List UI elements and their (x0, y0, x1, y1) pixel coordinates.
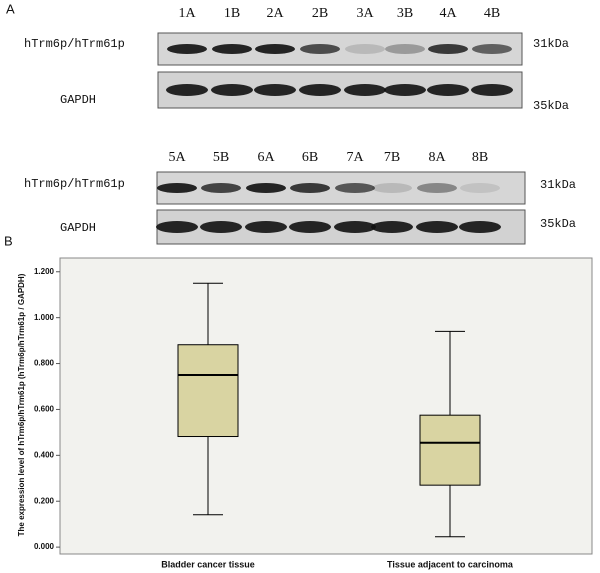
control-band (334, 221, 376, 233)
target-label: hTrm6p/hTrm61p (24, 177, 125, 191)
y-tick-label: 0.400 (34, 450, 55, 459)
control-band (344, 84, 386, 96)
y-tick-label: 0.600 (34, 405, 55, 414)
lane-label: 4B (484, 6, 500, 21)
control-band (299, 84, 341, 96)
target-band (472, 44, 512, 54)
control-band (166, 84, 208, 96)
x-tick-label: Tissue adjacent to carcinoma (387, 559, 514, 569)
target-band (290, 183, 330, 193)
plot-area (59, 257, 593, 555)
lane-label: 3B (397, 6, 413, 21)
target-band (201, 183, 241, 193)
y-axis-title: The expression level of hTrm6p/hTrm61p (… (17, 273, 26, 536)
target-band (417, 183, 457, 193)
kda-label: 35kDa (533, 99, 569, 113)
y-tick-label: 1.000 (34, 313, 55, 322)
target-band (300, 44, 340, 54)
control-band (416, 221, 458, 233)
target-band (212, 44, 252, 54)
control-band (427, 84, 469, 96)
target-band (372, 183, 412, 193)
control-band (471, 84, 513, 96)
target-band (345, 44, 385, 54)
control-band (254, 84, 296, 96)
lane-label: 6A (257, 150, 275, 165)
target-band (246, 183, 286, 193)
control-band (200, 221, 242, 233)
control-band (384, 84, 426, 96)
control-label: GAPDH (60, 93, 96, 107)
lane-label: 1B (224, 6, 240, 21)
lane-label: 2B (312, 6, 328, 21)
control-label: GAPDH (60, 221, 96, 235)
panel-label: B (4, 233, 13, 248)
y-tick-label: 0.000 (34, 542, 55, 551)
control-band (289, 221, 331, 233)
control-band (156, 221, 198, 233)
lane-label: 4A (439, 6, 457, 21)
target-band (428, 44, 468, 54)
control-band (245, 221, 287, 233)
lane-label: 7A (346, 150, 364, 165)
lane-label: 5B (213, 150, 229, 165)
lane-label: 1A (178, 6, 196, 21)
panel-label: A (6, 1, 15, 16)
lane-label: 8A (428, 150, 446, 165)
control-band (211, 84, 253, 96)
kda-label: 31kDa (533, 37, 569, 51)
lane-label: 6B (302, 150, 318, 165)
target-band (255, 44, 295, 54)
box (177, 344, 239, 438)
lane-label: 3A (356, 6, 374, 21)
target-band (385, 44, 425, 54)
kda-label: 31kDa (540, 178, 576, 192)
lane-label: 8B (472, 150, 488, 165)
target-band (335, 183, 375, 193)
y-tick-label: 0.800 (34, 359, 55, 368)
y-tick-label: 1.200 (34, 267, 55, 276)
target-band (157, 183, 197, 193)
target-band (460, 183, 500, 193)
lane-label: 2A (266, 6, 284, 21)
box (419, 414, 481, 486)
y-tick-label: 0.200 (34, 496, 55, 505)
control-band (371, 221, 413, 233)
lane-label: 7B (384, 150, 400, 165)
lane-label: 5A (168, 150, 186, 165)
control-band (459, 221, 501, 233)
target-band (167, 44, 207, 54)
target-label: hTrm6p/hTrm61p (24, 37, 125, 51)
x-tick-label: Bladder cancer tissue (161, 559, 255, 569)
kda-label: 35kDa (540, 217, 576, 231)
